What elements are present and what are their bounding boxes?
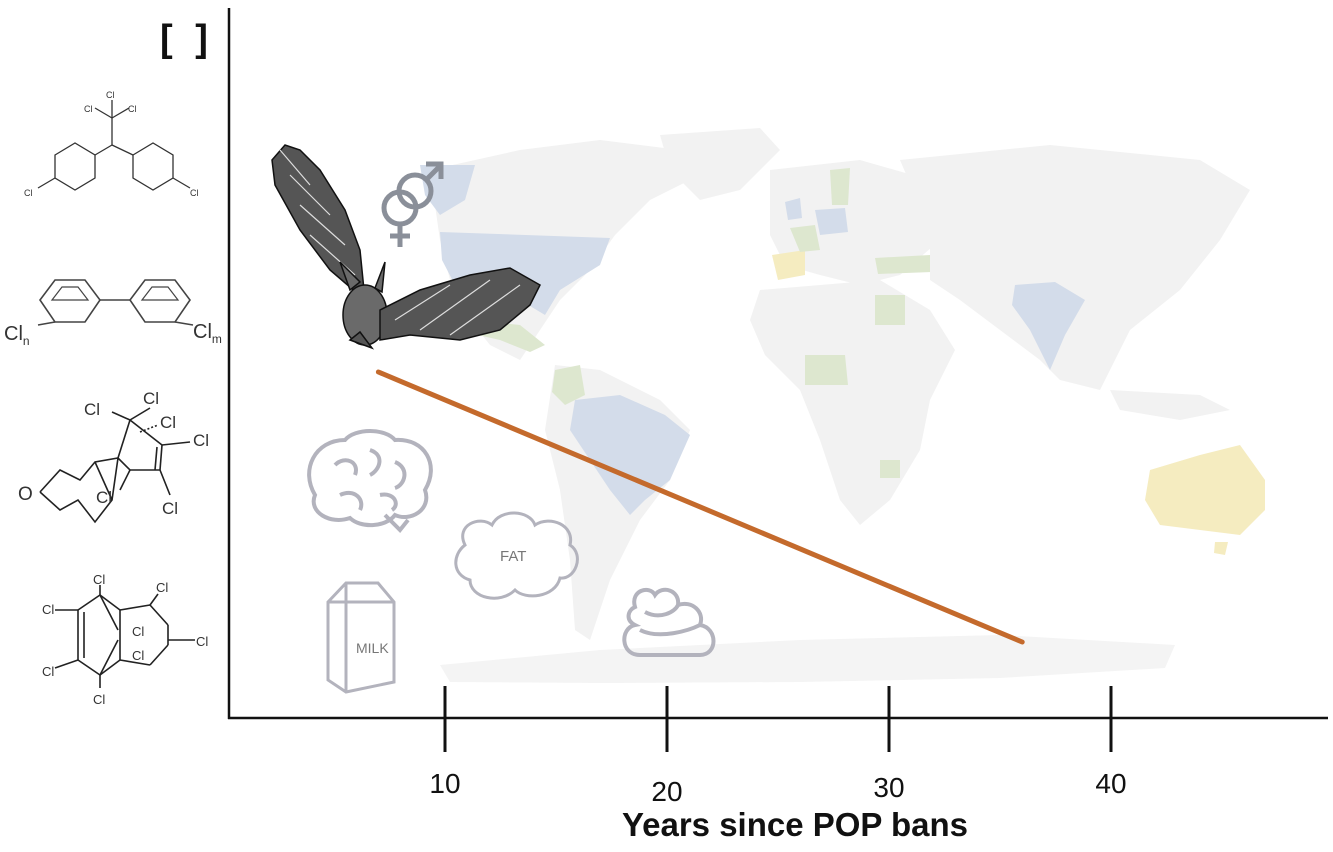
dieldrin-cl-3: Cl (160, 413, 176, 432)
chlordane-labels: Cl Cl Cl Cl Cl Cl Cl Cl (42, 572, 208, 707)
dieldrin-o: O (18, 484, 33, 505)
map-antarctica (440, 635, 1175, 683)
map-india (1012, 282, 1085, 370)
chlordane-cl-3: Cl (42, 602, 54, 617)
chlordane-cl-1: Cl (93, 572, 105, 587)
pcb-labels: Cln Clm (4, 321, 222, 348)
feces-icon (622, 587, 716, 657)
chlordane-cl-8: Cl (93, 692, 105, 707)
map-egypt (875, 295, 905, 325)
map-canada-tint (420, 165, 475, 215)
map-sweden (830, 168, 850, 205)
y-axis-label: [ ] (160, 18, 214, 60)
map-congo (805, 355, 848, 385)
chlordane-cl-4: Cl (132, 624, 144, 639)
chlordane-structure-icon (54, 585, 195, 688)
map-greenland (660, 128, 780, 200)
map-australia (1145, 445, 1265, 535)
map-zimbabwe (880, 460, 900, 478)
chlordane-cl-5: Cl (132, 648, 144, 663)
x-ticks (443, 686, 1113, 752)
dieldrin-cl-4: Cl (193, 431, 209, 450)
pcb-structure-icon (37, 279, 194, 326)
x-axis-title: Years since POP bans (621, 806, 969, 843)
chlordane-cl-6: Cl (196, 634, 208, 649)
milk-label: MILK (356, 640, 389, 656)
ddt-cl-1: Cl (84, 104, 93, 114)
x-tick-label-40: 40 (1095, 768, 1127, 799)
map-uk (785, 198, 802, 220)
pcb-cln: Cln (4, 323, 30, 348)
map-europe (770, 160, 940, 285)
x-tick-label-30: 30 (873, 772, 905, 803)
x-tick-label-10: 10 (429, 768, 461, 799)
dieldrin-cl-1: Cl (84, 400, 100, 419)
dieldrin-labels: Cl Cl Cl Cl Cl Cl O (18, 389, 209, 518)
ddt-cl-4: Cl (24, 188, 33, 198)
brain-icon (307, 429, 433, 533)
ddt-cl-3: Cl (128, 104, 137, 114)
dieldrin-cl-2: Cl (143, 389, 159, 408)
map-spain (772, 250, 805, 280)
map-indonesia (1110, 390, 1230, 420)
dieldrin-cl-6: Cl (162, 499, 178, 518)
milk-carton-icon (326, 581, 396, 694)
dieldrin-cl-5: Cl (96, 488, 112, 507)
fat-label: FAT (500, 548, 527, 565)
map-colombia (552, 365, 585, 405)
map-africa (750, 280, 955, 525)
map-france (790, 225, 820, 252)
map-asia (900, 145, 1250, 390)
male-female-symbol-icon (381, 161, 444, 247)
pcb-clm: Clm (193, 321, 222, 346)
trend-line (375, 369, 1025, 645)
ddt-structure-icon (37, 100, 191, 191)
ddt-cl-2: Cl (106, 90, 115, 100)
chlordane-cl-2: Cl (156, 580, 168, 595)
x-tick-label-20: 20 (651, 776, 683, 807)
world-map (420, 128, 1265, 683)
dieldrin-structure-icon (39, 407, 191, 524)
map-germany (815, 208, 848, 235)
bat-icon (271, 144, 541, 350)
ddt-labels: Cl Cl Cl Cl Cl (24, 90, 199, 198)
ddt-cl-5: Cl (190, 188, 199, 198)
fat-cloud-icon (454, 511, 579, 600)
map-turkey (875, 255, 932, 274)
chlordane-cl-7: Cl (42, 664, 54, 679)
map-brazil (570, 395, 690, 515)
axes (227, 8, 1328, 720)
map-tasmania (1214, 542, 1228, 555)
